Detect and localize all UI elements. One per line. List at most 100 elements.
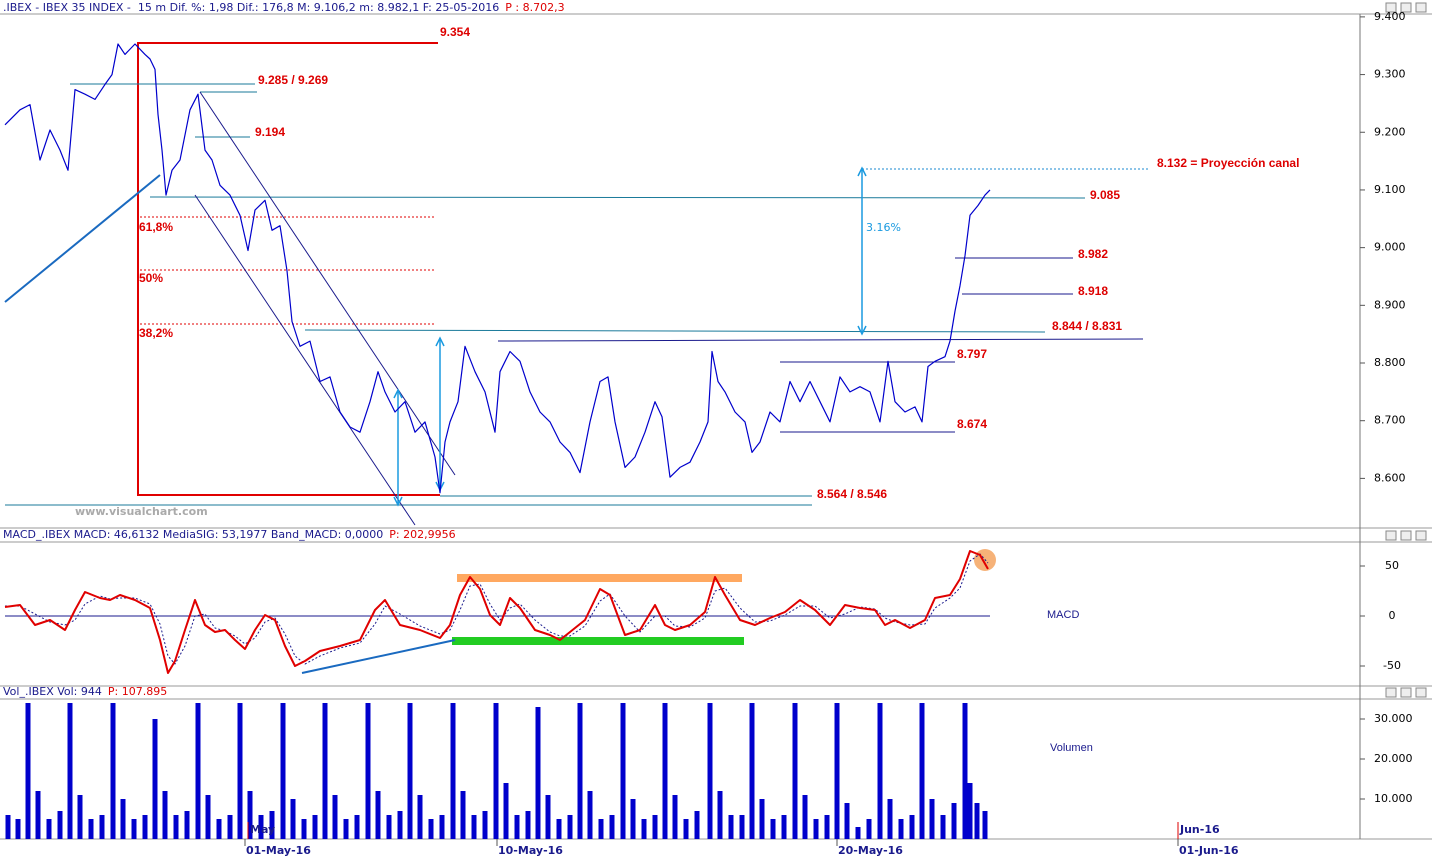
- volume-bar: [877, 703, 883, 839]
- volume-bar: [967, 783, 973, 839]
- volume-bar: [694, 811, 700, 839]
- volume-bar: [683, 819, 689, 839]
- volume-bar: [493, 703, 499, 839]
- y-tick-label: 9.000: [1374, 241, 1406, 254]
- volume-bar: [781, 815, 787, 839]
- volume-bar: [57, 811, 63, 839]
- volume-bar: [258, 815, 264, 839]
- volume-bar: [195, 703, 201, 839]
- channel-line: [199, 91, 456, 476]
- volume-bar: [909, 815, 915, 839]
- button[interactable]: [1400, 530, 1412, 541]
- annotation: 8.982: [1078, 247, 1108, 261]
- volume-bar: [609, 815, 615, 839]
- volume-bar: [35, 791, 41, 839]
- plots: .IBEX - IBEX 35 INDEX - 15 m Dif. %: 1,9…: [3, 1, 1413, 857]
- volume-bar: [375, 791, 381, 839]
- volume-bar: [67, 703, 73, 839]
- volume-bar: [88, 819, 94, 839]
- pane-title: Vol_.IBEX Vol: 944: [3, 685, 102, 698]
- volume-bar: [184, 811, 190, 839]
- annotation: 9.354: [440, 25, 470, 39]
- volume-bar: [439, 815, 445, 839]
- volume-bar: [280, 703, 286, 839]
- volume-bar: [587, 791, 593, 839]
- annotation: 8.918: [1078, 284, 1108, 298]
- volume-bar: [5, 815, 11, 839]
- volume-bar: [929, 799, 935, 839]
- volume-bar: [237, 703, 243, 839]
- volume-bar: [471, 815, 477, 839]
- volume-bar: [898, 819, 904, 839]
- volume-bar: [269, 811, 275, 839]
- trend-line: [4, 174, 161, 303]
- volume-bar: [598, 819, 604, 839]
- x-tick-label: 01-Jun-16: [1179, 844, 1239, 857]
- data-line: [5, 553, 989, 665]
- month-tick-label: Jun-16: [1179, 823, 1220, 836]
- annotation: 9.194: [255, 125, 285, 139]
- volume-bar: [247, 791, 253, 839]
- pane-title-value: P: 107.895: [108, 685, 167, 698]
- button[interactable]: [1385, 2, 1397, 13]
- volume-bar: [332, 795, 338, 839]
- channel-line: [194, 194, 416, 526]
- annotation: 9.085: [1090, 188, 1120, 202]
- y-tick-label: 9.100: [1374, 183, 1406, 196]
- volume-bar: [110, 703, 116, 839]
- button[interactable]: [1415, 530, 1427, 541]
- x-tick-label: 10-May-16: [498, 844, 563, 857]
- volume-bar: [290, 799, 296, 839]
- volume-bar: [525, 811, 531, 839]
- volume-bar: [866, 819, 872, 839]
- volume-bar: [205, 795, 211, 839]
- volume-bar: [652, 815, 658, 839]
- annotation: 61,8%: [139, 220, 173, 234]
- annotation: 8.674: [957, 417, 987, 431]
- data-line: [4, 550, 989, 674]
- volume-bar: [397, 811, 403, 839]
- volume-bar: [672, 795, 678, 839]
- volume-bar: [322, 703, 328, 839]
- pane-title: .IBEX - IBEX 35 INDEX - 15 m Dif. %: 1,9…: [3, 1, 499, 14]
- y-tick-label: 8.900: [1374, 298, 1406, 311]
- y-tick-label: 20.000: [1374, 752, 1413, 765]
- volume-bar: [974, 803, 980, 839]
- volume-bar: [940, 815, 946, 839]
- volume-bar: [162, 791, 168, 839]
- volume-bar: [620, 703, 626, 839]
- window-buttons[interactable]: [1385, 2, 1427, 698]
- volume-bar: [216, 819, 222, 839]
- volume-bar: [460, 791, 466, 839]
- volume-bar: [25, 703, 31, 839]
- button[interactable]: [1415, 687, 1427, 698]
- button[interactable]: [1400, 2, 1412, 13]
- button[interactable]: [1415, 2, 1427, 13]
- volume-bar: [428, 819, 434, 839]
- volume-bar: [855, 827, 861, 839]
- button[interactable]: [1385, 530, 1397, 541]
- volume-bar: [15, 819, 21, 839]
- volume-bar: [131, 819, 137, 839]
- volume-bar: [301, 819, 307, 839]
- annotation: 8.564 / 8.546: [817, 487, 887, 501]
- annotation: 8.844 / 8.831: [1052, 319, 1122, 333]
- volume-bar: [844, 803, 850, 839]
- button[interactable]: [1400, 687, 1412, 698]
- volume-bar: [641, 819, 647, 839]
- arrows: [393, 166, 867, 507]
- volume-bar: [630, 799, 636, 839]
- annotation: 50%: [139, 271, 163, 285]
- button[interactable]: [1385, 687, 1397, 698]
- trend-line: [301, 639, 456, 674]
- volume-bar: [749, 703, 755, 839]
- y-tick-label: 30.000: [1374, 712, 1413, 725]
- volume-bar: [417, 795, 423, 839]
- volume-bar: [77, 795, 83, 839]
- volume-bar: [739, 815, 745, 839]
- level-line: [497, 338, 1144, 342]
- volume-bar: [343, 819, 349, 839]
- volume-bar: [120, 799, 126, 839]
- x-tick-label: 01-May-16: [246, 844, 311, 857]
